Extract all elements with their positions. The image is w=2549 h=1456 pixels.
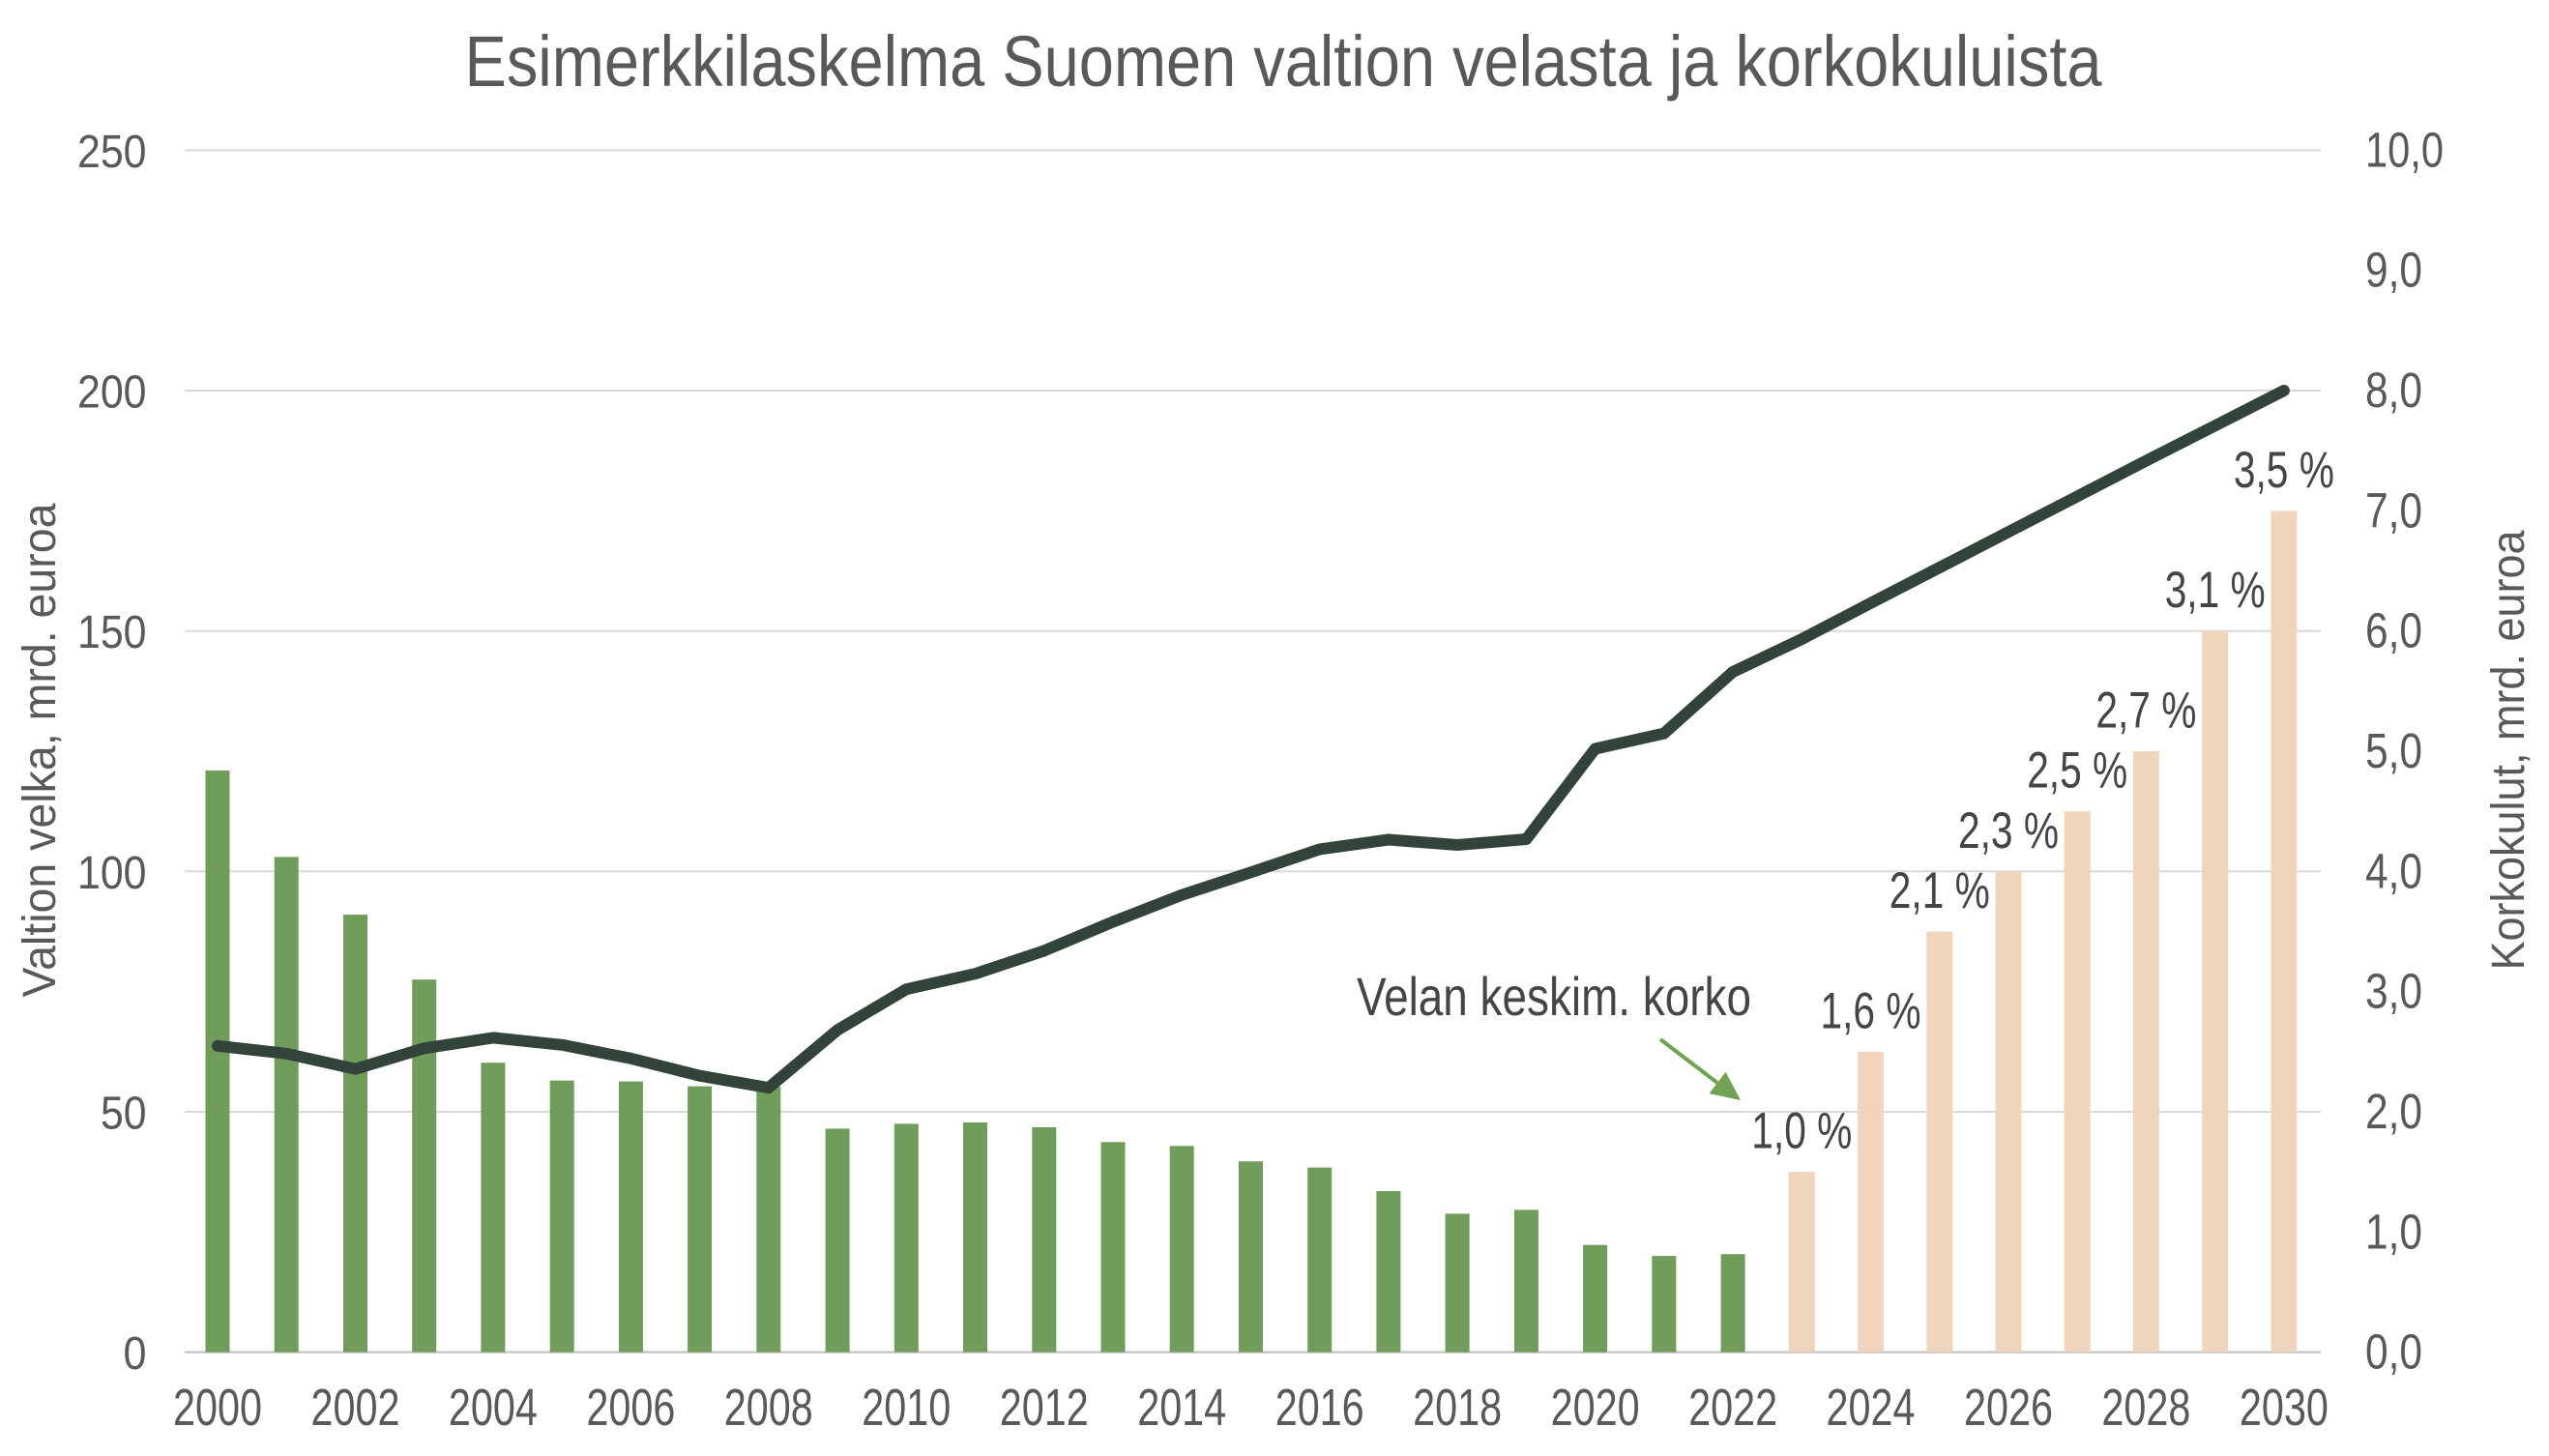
svg-text:2,0: 2,0 xyxy=(2365,1084,2422,1139)
svg-text:2004: 2004 xyxy=(449,1379,538,1437)
svg-text:5,0: 5,0 xyxy=(2365,723,2422,778)
svg-text:3,5 %: 3,5 % xyxy=(2234,442,2334,499)
svg-text:6,0: 6,0 xyxy=(2365,603,2422,658)
svg-text:250: 250 xyxy=(77,127,147,178)
svg-text:2,7 %: 2,7 % xyxy=(2095,683,2196,740)
svg-text:2020: 2020 xyxy=(1551,1379,1640,1437)
svg-text:0,0: 0,0 xyxy=(2365,1325,2422,1380)
svg-text:4,0: 4,0 xyxy=(2365,843,2422,898)
svg-text:50: 50 xyxy=(101,1089,147,1140)
svg-text:100: 100 xyxy=(77,848,147,899)
svg-text:Velan keskim. korko: Velan keskim. korko xyxy=(1357,966,1751,1027)
svg-text:2030: 2030 xyxy=(2240,1379,2329,1437)
svg-text:2,5 %: 2,5 % xyxy=(2027,743,2127,800)
svg-text:3,0: 3,0 xyxy=(2365,964,2422,1019)
svg-text:Korkokulut, mrd. euroa: Korkokulut, mrd. euroa xyxy=(2483,530,2534,970)
svg-text:1,0: 1,0 xyxy=(2365,1204,2422,1259)
svg-text:2006: 2006 xyxy=(586,1379,675,1437)
svg-text:Esimerkkilaskelma Suomen valti: Esimerkkilaskelma Suomen valtion velasta… xyxy=(465,21,2103,102)
svg-text:9,0: 9,0 xyxy=(2365,243,2422,298)
svg-text:2022: 2022 xyxy=(1688,1379,1777,1437)
svg-text:2000: 2000 xyxy=(173,1379,262,1437)
svg-text:2012: 2012 xyxy=(1000,1379,1089,1437)
svg-text:1,6 %: 1,6 % xyxy=(1821,982,1921,1039)
svg-text:Valtion velka, mrd. euroa: Valtion velka, mrd. euroa xyxy=(15,503,66,997)
svg-text:2,3 %: 2,3 % xyxy=(1958,802,2059,859)
svg-text:2002: 2002 xyxy=(311,1379,400,1437)
svg-text:0: 0 xyxy=(124,1328,147,1380)
svg-text:2014: 2014 xyxy=(1137,1379,1226,1437)
svg-text:3,1 %: 3,1 % xyxy=(2165,562,2266,619)
svg-text:1,0 %: 1,0 % xyxy=(1751,1103,1852,1160)
svg-text:150: 150 xyxy=(77,607,147,658)
svg-text:7,0: 7,0 xyxy=(2365,482,2422,538)
svg-text:2,1 %: 2,1 % xyxy=(1890,862,1990,919)
svg-text:2028: 2028 xyxy=(2101,1379,2190,1437)
svg-text:10,0: 10,0 xyxy=(2365,122,2444,177)
svg-text:2008: 2008 xyxy=(724,1379,813,1437)
svg-text:2018: 2018 xyxy=(1413,1379,1502,1437)
svg-text:2016: 2016 xyxy=(1275,1379,1364,1437)
svg-text:8,0: 8,0 xyxy=(2365,363,2422,418)
svg-text:200: 200 xyxy=(77,367,147,419)
svg-text:2024: 2024 xyxy=(1827,1379,1916,1437)
svg-text:2026: 2026 xyxy=(1964,1379,2053,1437)
svg-text:2010: 2010 xyxy=(862,1379,951,1437)
